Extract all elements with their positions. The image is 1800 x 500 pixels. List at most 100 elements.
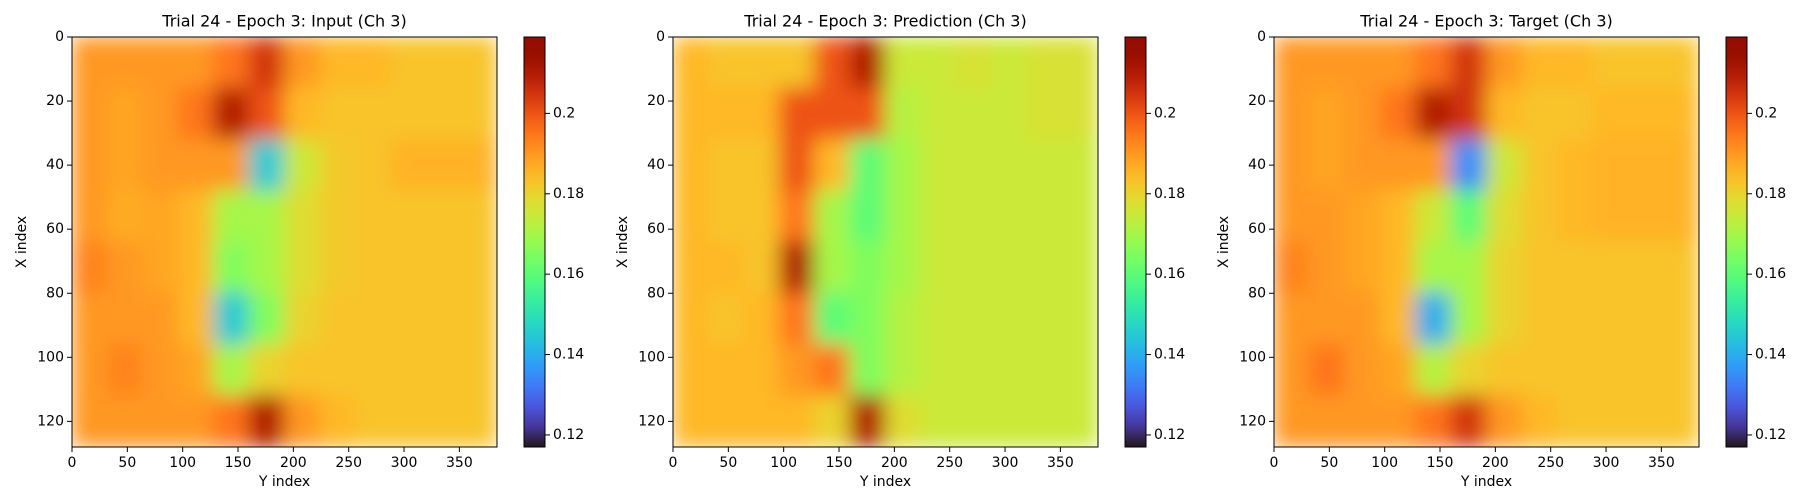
y-tick-label: 100 — [37, 349, 64, 365]
heatmap-cell — [1344, 139, 1381, 192]
heatmap-cell — [849, 344, 886, 397]
heatmap-cell — [885, 395, 922, 447]
heatmap-cell — [1663, 190, 1699, 243]
x-tick-label: 150 — [826, 455, 853, 471]
colorbar-tick-label: 0.2 — [1154, 105, 1176, 121]
heatmap-cell — [72, 344, 108, 397]
heatmap-cell — [814, 37, 851, 89]
heatmap-cell — [425, 241, 463, 294]
heatmap-cell — [248, 139, 285, 192]
x-tick-label: 300 — [391, 455, 418, 471]
heatmap-cell — [885, 292, 922, 345]
heatmap-cell — [1308, 292, 1346, 345]
heatmap-cell — [390, 241, 427, 294]
heatmap-cell — [885, 139, 922, 192]
heatmap-cell — [778, 241, 816, 294]
x-tick-label: 250 — [936, 455, 963, 471]
colorbar-tick-label: 0.2 — [553, 105, 575, 121]
heatmap-cell — [142, 139, 179, 192]
heatmap-cell — [1663, 37, 1699, 89]
heatmap-cell — [1026, 139, 1064, 192]
colorbar-tick-label: 0.12 — [1154, 427, 1185, 443]
heatmap-cell — [1592, 292, 1629, 345]
heatmap-cell — [849, 37, 886, 89]
heatmap-cell — [319, 139, 356, 192]
heatmap-cell — [390, 292, 427, 345]
heatmap-cell — [920, 139, 957, 192]
heatmap-cell — [1274, 241, 1310, 294]
heatmap-cell — [1379, 344, 1417, 397]
heatmap-cell — [461, 292, 497, 345]
heatmap-cell — [1415, 292, 1452, 345]
y-tick-label: 40 — [647, 157, 665, 173]
y-tick-label: 120 — [1239, 413, 1266, 429]
heatmap-cell — [142, 395, 179, 447]
heatmap-cell — [284, 190, 321, 243]
heatmap-cell — [284, 139, 321, 192]
heatmap-cells — [1274, 37, 1699, 447]
x-tick-label: 350 — [1648, 455, 1675, 471]
heatmap-cell — [1663, 241, 1699, 294]
y-tick-label: 60 — [46, 221, 64, 237]
heatmap-cell — [920, 344, 957, 397]
colorbar — [523, 36, 546, 448]
heatmap-cell — [1486, 241, 1523, 294]
x-tick-label: 350 — [1047, 455, 1074, 471]
heatmap-cell — [920, 292, 957, 345]
heatmap-cell — [1521, 344, 1558, 397]
x-tick-label: 0 — [68, 455, 77, 471]
heatmap-cell — [778, 190, 816, 243]
y-tick-label: 80 — [647, 285, 665, 301]
x-tick-label: 200 — [1482, 455, 1509, 471]
colorbar — [1725, 36, 1748, 448]
heatmap-cell — [461, 395, 497, 447]
heatmap-cell — [885, 190, 922, 243]
heatmap-cell — [248, 292, 285, 345]
heatmap-cell — [849, 292, 886, 345]
heatmap-cell — [1415, 344, 1452, 397]
heatmap-cell — [319, 87, 356, 140]
heatmap-cell — [1450, 37, 1487, 89]
heatmap-cell — [1062, 344, 1098, 397]
y-axis-label: X index — [14, 216, 30, 268]
heatmap-cell — [1592, 190, 1629, 243]
heatmap-cell — [390, 37, 427, 89]
heatmap-cell — [390, 139, 427, 192]
colorbar — [1124, 36, 1147, 448]
heatmap-cell — [814, 190, 851, 243]
heatmap-cell — [1026, 190, 1064, 243]
x-tick-label: 250 — [1537, 455, 1564, 471]
heatmap-cell — [248, 395, 285, 447]
heatmap-cell — [1274, 190, 1310, 243]
heatmap-cell — [1592, 37, 1629, 89]
heatmap-cell — [991, 292, 1028, 345]
heatmap-cell — [1274, 87, 1310, 140]
heatmap-cell — [814, 139, 851, 192]
heatmap-cell — [106, 190, 144, 243]
heatmap-cell — [177, 87, 215, 140]
heatmap-cell — [319, 241, 356, 294]
heatmap-cell — [991, 37, 1028, 89]
heatmap-cell — [1379, 139, 1417, 192]
heatmap-cell — [1663, 395, 1699, 447]
heatmap-cell — [1450, 395, 1487, 447]
heatmap-cell — [1521, 395, 1558, 447]
heatmap-cell — [743, 37, 780, 89]
heatmap-cell — [390, 87, 427, 140]
heatmap-cell — [1062, 241, 1098, 294]
heatmap-cell — [1026, 292, 1064, 345]
heatmap-cell — [1592, 241, 1629, 294]
heatmap-cell — [778, 37, 816, 89]
heatmap-cell — [955, 292, 993, 345]
heatmap-cell — [72, 395, 108, 447]
heatmap-cell — [920, 395, 957, 447]
colorbar-tick-label: 0.18 — [553, 186, 584, 202]
heatmap-cell — [213, 87, 250, 140]
heatmap-cell — [284, 292, 321, 345]
heatmap-cell — [1556, 139, 1594, 192]
heatmap-cell — [354, 241, 392, 294]
x-tick-label: 200 — [280, 455, 307, 471]
heatmap-cell — [991, 87, 1028, 140]
heatmap-cell — [177, 344, 215, 397]
heatmap-cell — [673, 241, 709, 294]
